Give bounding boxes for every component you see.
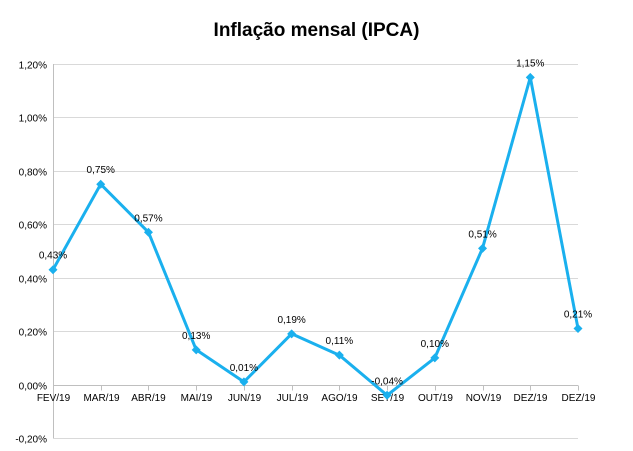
x-tick-label: OUT/19 (418, 393, 453, 404)
x-tick-label: JUN/19 (228, 393, 262, 404)
data-label: 0,75% (87, 165, 115, 176)
series-line (51, 75, 580, 397)
x-tick-label: MAR/19 (83, 393, 120, 404)
data-point (430, 353, 440, 363)
y-tick-label: 0,40% (19, 275, 47, 286)
x-tick-label: MAI/19 (181, 393, 213, 404)
data-point (239, 377, 249, 387)
data-markers (48, 72, 583, 400)
x-tick-label: FEV/19 (37, 393, 71, 404)
y-tick-label: 0,00% (19, 382, 47, 393)
data-point (143, 227, 153, 237)
data-label: 0,43% (39, 251, 67, 262)
x-tick-label: NOV/19 (466, 393, 502, 404)
x-tick-label: JUL/19 (277, 393, 309, 404)
x-tick-label: AGO/19 (321, 393, 358, 404)
data-point (287, 329, 297, 339)
data-point (48, 265, 58, 275)
data-label: 0,21% (564, 309, 592, 320)
series-line (51, 75, 580, 397)
axes (53, 64, 579, 438)
data-point (573, 323, 583, 333)
y-tick-label: 0,20% (19, 328, 47, 339)
x-tick-label: DEZ/19 (562, 393, 596, 404)
y-tick-label: 0,60% (19, 221, 47, 232)
data-point (96, 179, 106, 189)
x-tick-labels: FEV/19 MAR/19 ABR/19 MAI/19 JUN/19 JUL/19 AGO/… (37, 393, 596, 404)
data-label: 0,51% (468, 229, 496, 240)
gridlines (53, 64, 578, 439)
data-label: -0,04% (371, 376, 403, 387)
data-label: 0,11% (326, 336, 354, 347)
x-tick-label: ABR/19 (131, 393, 166, 404)
y-tick-label: 1,20% (19, 61, 47, 72)
data-label: 0,57% (134, 213, 162, 224)
data-point (191, 345, 201, 355)
data-point (334, 350, 344, 360)
data-labels: 0,43% 0,75% 0,57% 0,13% 0,01% 0,19% 0,11% -0,04… (39, 58, 592, 387)
y-tick-label: 1,00% (19, 114, 47, 125)
chart-title: Inflação mensal (IPCA) (213, 20, 420, 41)
y-tick-labels: -0,20% 0,00% 0,20% 0,40% 0,60% 0,80% 1,00% 1,20… (15, 61, 47, 446)
data-point (478, 243, 488, 253)
y-tick-label: 0,80% (19, 168, 47, 179)
data-label: 0,10% (421, 339, 449, 350)
data-point (525, 72, 535, 82)
data-label: 0,01% (230, 363, 258, 374)
data-label: 1,15% (516, 58, 544, 69)
y-tick-label: -0,20% (15, 435, 47, 446)
data-label: 0,19% (277, 315, 305, 326)
data-label: 0,13% (182, 331, 210, 342)
x-tick-label: DEZ/19 (514, 393, 548, 404)
data-point (382, 390, 392, 400)
